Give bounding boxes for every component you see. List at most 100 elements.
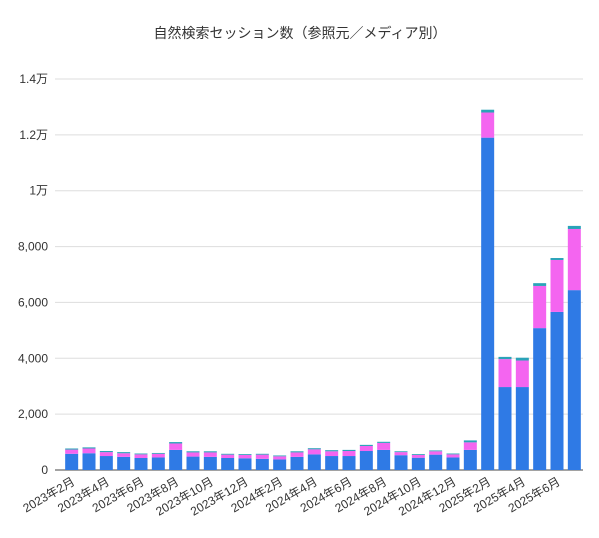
bar-segment bbox=[325, 451, 339, 457]
bar-segment bbox=[151, 457, 165, 470]
bar-segment bbox=[99, 456, 113, 470]
bar-segment bbox=[290, 451, 304, 453]
bar-segment bbox=[342, 451, 356, 457]
bar-segment bbox=[515, 387, 529, 470]
bar-segment bbox=[463, 442, 477, 450]
bar-segment bbox=[429, 451, 443, 455]
bar-segment bbox=[117, 452, 131, 454]
bar-segment bbox=[117, 453, 131, 457]
bar-segment bbox=[273, 456, 287, 460]
bar-segment bbox=[169, 443, 183, 450]
bar-segment bbox=[82, 448, 96, 454]
bar-segment bbox=[359, 444, 373, 446]
bar-segment bbox=[273, 459, 287, 470]
bar-segment bbox=[550, 259, 564, 312]
bar-segment bbox=[255, 453, 269, 455]
bar-segment bbox=[151, 453, 165, 458]
bar-segment bbox=[134, 454, 148, 458]
bar-segment bbox=[99, 451, 113, 453]
bar-segment bbox=[567, 225, 581, 229]
bar-segment bbox=[481, 109, 495, 113]
bar-segment bbox=[481, 137, 495, 470]
bar-segment bbox=[550, 311, 564, 470]
bar-segment bbox=[446, 457, 460, 470]
bar-segment bbox=[186, 451, 200, 453]
y-tick-label: 4,000 bbox=[18, 351, 48, 365]
bar-segment bbox=[307, 448, 321, 450]
bar-segment bbox=[463, 440, 477, 443]
bar-segment bbox=[446, 453, 460, 455]
bar-segment bbox=[377, 442, 391, 450]
bar-segment bbox=[221, 453, 235, 455]
bar-segment bbox=[186, 456, 200, 470]
bar-segment bbox=[238, 458, 252, 470]
bar-segment bbox=[498, 356, 512, 360]
bar-segment bbox=[515, 357, 529, 361]
bar-segment bbox=[325, 450, 339, 452]
bar-segment bbox=[169, 449, 183, 470]
bar-segment bbox=[325, 456, 339, 470]
bar-segment bbox=[533, 285, 547, 329]
bar-segment bbox=[238, 454, 252, 459]
bar-segment bbox=[65, 448, 79, 450]
bar-segment bbox=[151, 452, 165, 454]
bar-segment bbox=[238, 454, 252, 455]
bar-segment bbox=[307, 449, 321, 455]
bar-segment bbox=[99, 452, 113, 457]
bar-segment bbox=[429, 454, 443, 470]
bar-segment bbox=[411, 457, 425, 470]
bar-segment bbox=[446, 454, 460, 458]
bar-segment bbox=[169, 442, 183, 444]
bar-segment bbox=[429, 450, 443, 452]
bar-segment bbox=[255, 458, 269, 470]
y-tick-label: 6,000 bbox=[18, 295, 48, 309]
bar-segment bbox=[533, 283, 547, 286]
bar-segment bbox=[377, 441, 391, 443]
bar-segment bbox=[134, 457, 148, 470]
bar-segment bbox=[65, 449, 79, 454]
y-tick-label: 2,000 bbox=[18, 407, 48, 421]
bar-segment bbox=[550, 258, 564, 260]
bar-segment bbox=[134, 453, 148, 455]
bar-segment bbox=[117, 456, 131, 470]
bar-segment bbox=[342, 449, 356, 452]
bar-segment bbox=[498, 359, 512, 388]
y-tick-label: 1.2万 bbox=[19, 128, 48, 142]
bar-segment bbox=[82, 447, 96, 449]
y-tick-label: 8,000 bbox=[18, 240, 48, 254]
bar-segment bbox=[498, 387, 512, 470]
bar-segment bbox=[533, 328, 547, 470]
bar-segment bbox=[203, 456, 217, 470]
bar-segment bbox=[481, 112, 495, 138]
bar-segment bbox=[186, 452, 200, 457]
bar-segment bbox=[515, 360, 529, 388]
bar-segment bbox=[290, 452, 304, 457]
bar-segment bbox=[394, 452, 408, 456]
bar-segment bbox=[221, 454, 235, 458]
bar-segment bbox=[411, 454, 425, 455]
bar-segment bbox=[342, 456, 356, 470]
bar-segment bbox=[255, 454, 269, 459]
y-tick-label: 1.4万 bbox=[19, 72, 48, 86]
bar-segment bbox=[377, 449, 391, 470]
bar-segment bbox=[567, 290, 581, 470]
bar-segment bbox=[65, 453, 79, 470]
bar-segment bbox=[203, 452, 217, 457]
bar-segment bbox=[203, 451, 217, 453]
y-tick-label: 1万 bbox=[29, 184, 48, 198]
bar-segment bbox=[273, 455, 287, 457]
bar-segment bbox=[221, 457, 235, 470]
bar-segment bbox=[359, 445, 373, 452]
bar-segment bbox=[463, 449, 477, 470]
bar-segment bbox=[82, 453, 96, 470]
bar-segment bbox=[290, 456, 304, 470]
bar-segment bbox=[359, 451, 373, 470]
y-tick-label: 0 bbox=[41, 463, 48, 477]
chart-title: 自然検索セッション数（参照元／メディア別） bbox=[153, 25, 446, 41]
bar-segment bbox=[411, 454, 425, 458]
bar-segment bbox=[307, 454, 321, 470]
bar-segment bbox=[394, 451, 408, 453]
bar-segment bbox=[394, 455, 408, 470]
bar-segment bbox=[567, 228, 581, 291]
